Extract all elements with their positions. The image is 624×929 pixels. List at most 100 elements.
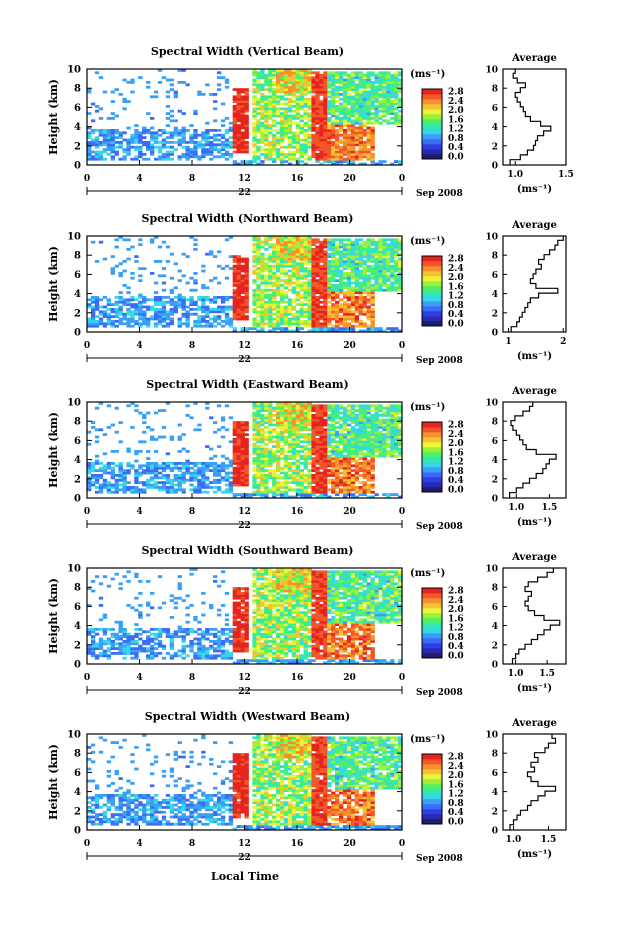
heatmap-cell xyxy=(146,471,151,475)
heatmap-cell xyxy=(307,438,312,441)
heatmap-cell xyxy=(157,298,163,302)
heatmap-cell xyxy=(114,310,119,314)
heatmap-cell xyxy=(327,105,332,108)
heatmap-cell xyxy=(193,476,198,480)
heatmap-cell xyxy=(342,426,348,429)
heatmap-cell xyxy=(295,269,301,273)
heatmap-cell xyxy=(130,324,135,328)
heatmap-cell xyxy=(386,260,391,263)
heatmap-cell xyxy=(244,423,249,427)
heatmap-cell xyxy=(311,312,316,316)
heatmap-cell xyxy=(153,260,159,263)
heatmap-cell xyxy=(252,481,257,484)
heatmap-cell xyxy=(339,459,344,463)
heatmap-cell xyxy=(291,308,297,311)
heatmap-cell xyxy=(362,245,367,249)
heatmap-cell xyxy=(252,281,257,285)
heatmap-cell xyxy=(201,317,206,321)
heatmap-cell xyxy=(98,310,104,314)
heatmap-cell xyxy=(122,157,127,161)
heatmap-cell xyxy=(252,133,257,137)
heatmap-cell xyxy=(307,324,312,328)
heatmap-cell xyxy=(346,245,352,249)
heatmap-cell xyxy=(240,126,245,130)
heatmap-cell xyxy=(315,423,320,427)
heatmap-cell xyxy=(256,269,261,273)
heatmap-cell xyxy=(299,450,304,453)
heatmap-cell xyxy=(327,440,332,444)
heatmap-cell xyxy=(319,324,324,328)
heatmap-cell xyxy=(303,284,308,287)
heatmap-cell xyxy=(350,329,356,333)
heatmap-cell xyxy=(150,483,155,487)
heatmap-cell xyxy=(244,88,249,91)
heatmap-cell xyxy=(236,478,241,482)
heatmap-cell xyxy=(291,329,297,333)
heatmap-cell xyxy=(264,310,269,314)
heatmap-cell xyxy=(114,296,119,299)
heatmap-cell xyxy=(240,112,245,115)
heatmap-cell xyxy=(216,308,222,311)
heatmap-cell xyxy=(268,102,273,106)
heatmap-cell xyxy=(260,138,265,142)
heatmap-cell xyxy=(177,462,182,465)
heatmap-cell xyxy=(287,435,293,439)
heatmap-cell xyxy=(382,276,387,280)
heatmap-cell xyxy=(335,148,340,151)
heatmap-cell xyxy=(358,262,364,266)
heatmap-cell xyxy=(272,495,277,499)
heatmap-cell xyxy=(161,474,167,477)
heatmap-cell xyxy=(327,262,332,266)
heatmap-cell xyxy=(268,322,273,326)
heatmap-cell xyxy=(299,114,304,118)
heatmap-cell xyxy=(398,109,403,113)
heatmap-cell xyxy=(346,267,352,270)
heatmap-cell xyxy=(358,112,364,115)
heatmap-cell xyxy=(87,143,92,147)
heatmap-cell xyxy=(268,97,273,101)
heatmap-cell xyxy=(335,153,340,156)
heatmap-cell xyxy=(327,264,332,268)
heatmap-cell xyxy=(342,112,348,115)
heatmap-cell xyxy=(122,97,127,101)
heatmap-cell xyxy=(315,109,320,113)
heatmap-cell xyxy=(122,269,127,273)
heatmap-cell xyxy=(382,279,387,282)
heatmap-cell xyxy=(276,252,281,256)
heatmap-cell xyxy=(366,312,371,316)
heatmap-cell xyxy=(358,286,364,290)
heatmap-cell xyxy=(106,490,112,494)
heatmap-cell xyxy=(350,474,356,477)
heatmap-cell xyxy=(323,483,328,487)
heatmap-cell xyxy=(342,308,348,311)
heatmap-cell xyxy=(189,136,194,139)
heatmap-cell xyxy=(236,284,241,287)
heatmap-cell xyxy=(331,255,336,258)
heatmap-cell xyxy=(252,493,257,496)
heatmap-cell xyxy=(260,430,265,434)
heatmap-cell xyxy=(315,117,320,120)
heatmap-cell xyxy=(307,447,312,451)
heatmap-cell xyxy=(276,317,281,321)
heatmap-cell xyxy=(138,303,143,306)
heatmap-cell xyxy=(110,112,115,115)
heatmap-cell xyxy=(370,243,375,246)
heatmap-cell xyxy=(209,464,214,468)
heatmap-cell xyxy=(382,160,387,163)
heatmap-cell xyxy=(327,267,332,270)
heatmap-cell xyxy=(358,83,364,87)
heatmap-cell xyxy=(335,490,340,494)
heatmap-cell xyxy=(307,279,312,282)
heatmap-cell xyxy=(118,272,123,275)
heatmap-cell xyxy=(386,81,391,84)
heatmap-cell xyxy=(213,119,218,123)
colorbar-segment xyxy=(422,114,442,120)
heatmap-cell xyxy=(213,464,218,468)
heatmap-cell xyxy=(279,141,285,144)
heatmap-cell xyxy=(287,250,293,254)
heatmap-cell xyxy=(256,464,261,468)
heatmap-cell xyxy=(287,433,293,436)
heatmap-cell xyxy=(346,255,352,258)
heatmap-cell xyxy=(307,454,312,458)
heatmap-cell xyxy=(394,102,399,106)
